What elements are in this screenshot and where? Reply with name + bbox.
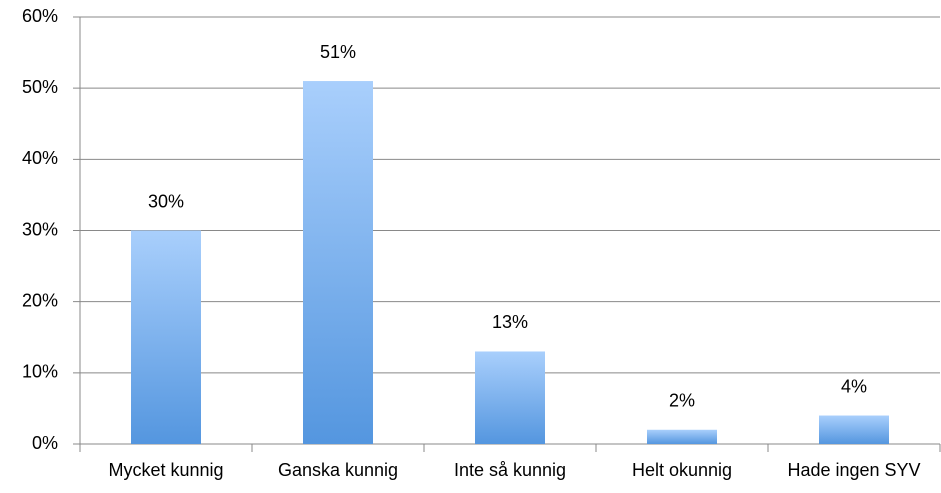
bar bbox=[303, 81, 373, 445]
y-tick-label: 10% bbox=[22, 362, 58, 382]
value-label: 30% bbox=[148, 191, 184, 211]
y-tick-label: 30% bbox=[22, 219, 58, 239]
bar bbox=[131, 230, 201, 444]
x-tick-label: Inte så kunnig bbox=[454, 460, 566, 480]
x-tick-label: Hade ingen SYV bbox=[787, 460, 920, 480]
y-tick-label: 40% bbox=[22, 148, 58, 168]
x-tick-label: Helt okunnig bbox=[632, 460, 732, 480]
y-tick-label: 0% bbox=[32, 433, 58, 453]
value-label: 4% bbox=[841, 376, 867, 396]
bar bbox=[647, 429, 717, 444]
y-tick-label: 20% bbox=[22, 290, 58, 310]
bar bbox=[819, 415, 889, 444]
value-label: 51% bbox=[320, 42, 356, 62]
value-label: 13% bbox=[492, 312, 528, 332]
value-label: 2% bbox=[669, 391, 695, 411]
bar bbox=[475, 351, 545, 444]
y-tick-label: 50% bbox=[22, 77, 58, 97]
y-tick-label: 60% bbox=[22, 6, 58, 26]
x-tick-label: Mycket kunnig bbox=[108, 460, 223, 480]
x-tick-label: Ganska kunnig bbox=[278, 460, 398, 480]
